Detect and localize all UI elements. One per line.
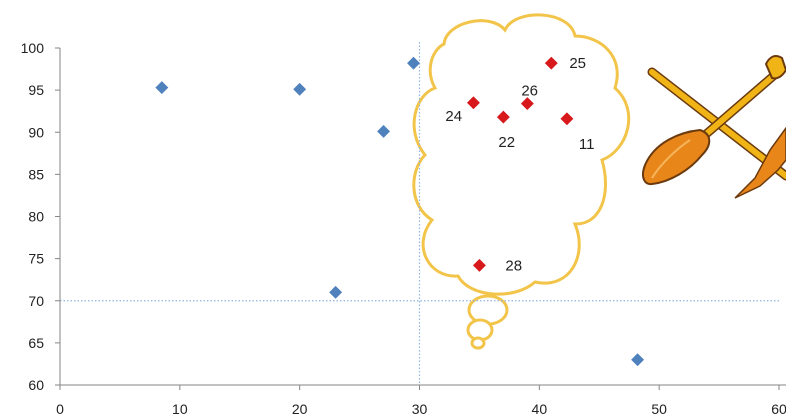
x-tick-labels: 0 10 20 30 40 50 60	[56, 385, 786, 417]
data-label: 25	[569, 55, 586, 72]
data-point	[560, 112, 574, 126]
data-point	[631, 353, 645, 367]
x-tick-label: 40	[532, 401, 548, 417]
y-tick-label: 95	[28, 82, 44, 98]
data-point	[520, 97, 534, 111]
y-tick-label: 60	[28, 377, 44, 393]
data-points	[155, 56, 645, 367]
data-point	[466, 96, 480, 110]
data-point	[376, 124, 391, 138]
x-tick-label: 60	[771, 401, 786, 417]
data-point	[329, 285, 343, 299]
data-labels: 25 24 26 22 11 28	[445, 55, 594, 274]
data-point	[155, 81, 169, 95]
crossed-shovel-pickaxe-icon	[642, 55, 786, 199]
x-tick-label: 30	[412, 401, 428, 417]
x-tick-label: 10	[172, 401, 188, 417]
y-tick-label: 100	[21, 40, 45, 56]
data-point	[472, 258, 486, 272]
x-tick-label: 0	[56, 401, 64, 417]
data-label: 26	[521, 83, 538, 100]
y-tick-label: 90	[28, 124, 44, 140]
y-tick-label: 85	[28, 166, 44, 182]
data-point	[496, 110, 510, 124]
data-point	[293, 82, 307, 96]
data-point	[544, 56, 558, 70]
data-label: 11	[579, 136, 595, 153]
x-tick-label: 50	[651, 401, 667, 417]
y-tick-label: 65	[28, 335, 44, 351]
y-tick-label: 80	[28, 209, 44, 225]
thought-cloud	[412, 13, 631, 350]
y-tick-label: 70	[28, 293, 44, 309]
data-label: 28	[505, 257, 522, 274]
y-tick-label: 75	[28, 251, 44, 267]
data-point	[406, 56, 421, 70]
x-tick-label: 20	[292, 401, 308, 417]
data-label: 22	[498, 134, 515, 151]
y-tick-labels: 60 65 70 75 80 85 90 95 100	[21, 40, 60, 393]
data-label: 24	[445, 108, 462, 125]
